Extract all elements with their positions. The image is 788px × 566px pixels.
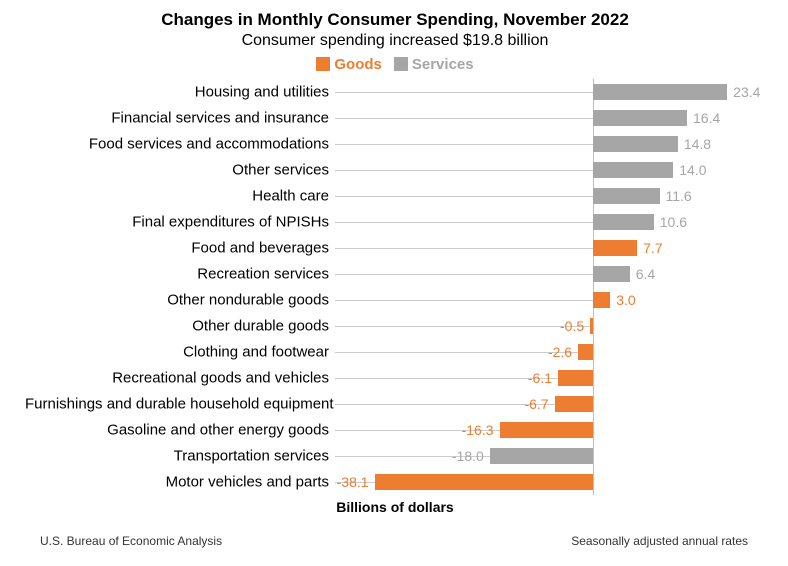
chart-row: Motor vehicles and parts -38.1 — [25, 469, 765, 495]
value-label: 14.0 — [679, 162, 706, 178]
chart-row: Clothing and footwear -2.6 — [25, 339, 765, 365]
chart-plot-area: Housing and utilities 23.4 Financial servi… — [25, 79, 765, 495]
bar — [375, 474, 593, 490]
category-label: Health care — [25, 188, 329, 205]
value-label: -6.7 — [524, 396, 548, 412]
row-guideline — [335, 300, 593, 301]
legend-swatch — [316, 57, 330, 71]
chart-subtitle: Consumer spending increased $19.8 billio… — [25, 32, 765, 50]
chart-row: Recreational goods and vehicles -6.1 — [25, 365, 765, 391]
category-label: Recreational goods and vehicles — [25, 370, 329, 387]
x-axis-label: Billions of dollars — [25, 499, 765, 515]
chart-row: Financial services and insurance 16.4 — [25, 105, 765, 131]
chart-row: Housing and utilities 23.4 — [25, 79, 765, 105]
category-label: Housing and utilities — [25, 84, 329, 101]
footer-note: Seasonally adjusted annual rates — [571, 534, 748, 548]
category-label: Financial services and insurance — [25, 110, 329, 127]
row-guideline — [335, 274, 593, 275]
category-label: Motor vehicles and parts — [25, 474, 329, 491]
row-guideline — [335, 144, 593, 145]
bar — [593, 188, 660, 204]
category-label: Other durable goods — [25, 318, 329, 335]
category-label: Furnishings and durable household equipm… — [25, 396, 329, 413]
row-guideline — [335, 170, 593, 171]
bar — [593, 136, 678, 152]
category-label: Food services and accommodations — [25, 136, 329, 153]
bar — [593, 266, 630, 282]
value-label: 14.8 — [684, 136, 711, 152]
bar — [490, 448, 593, 464]
value-label: 10.6 — [660, 214, 687, 230]
row-guideline — [335, 248, 593, 249]
value-label: 3.0 — [616, 292, 635, 308]
bar — [500, 422, 593, 438]
category-label: Final expenditures of NPISHs — [25, 214, 329, 231]
value-label: 6.4 — [636, 266, 655, 282]
value-label: -16.3 — [462, 422, 494, 438]
legend-label: Goods — [334, 56, 382, 73]
chart-row: Final expenditures of NPISHs 10.6 — [25, 209, 765, 235]
category-label: Transportation services — [25, 448, 329, 465]
bar — [578, 344, 593, 360]
chart-row: Other nondurable goods 3.0 — [25, 287, 765, 313]
row-guideline — [335, 378, 558, 379]
legend-item: Goods — [316, 56, 382, 73]
value-label: -6.1 — [528, 370, 552, 386]
value-label: 7.7 — [643, 240, 662, 256]
bar — [593, 292, 610, 308]
chart-row: Health care 11.6 — [25, 183, 765, 209]
value-label: 16.4 — [693, 110, 720, 126]
row-guideline — [335, 326, 590, 327]
row-guideline — [335, 92, 593, 93]
category-label: Other services — [25, 162, 329, 179]
chart-row: Food and beverages 7.7 — [25, 235, 765, 261]
legend-swatch — [394, 57, 408, 71]
legend-label: Services — [412, 56, 474, 73]
bar — [558, 370, 593, 386]
row-guideline — [335, 196, 593, 197]
row-guideline — [335, 222, 593, 223]
value-label: 11.6 — [666, 188, 692, 204]
chart-row: Other services 14.0 — [25, 157, 765, 183]
chart-row: Transportation services -18.0 — [25, 443, 765, 469]
bar — [555, 396, 593, 412]
bar — [593, 84, 727, 100]
footer-source: U.S. Bureau of Economic Analysis — [40, 534, 222, 548]
row-guideline — [335, 404, 555, 405]
chart-container: Changes in Monthly Consumer Spending, No… — [25, 10, 765, 515]
value-label: -18.0 — [452, 448, 484, 464]
category-label: Gasoline and other energy goods — [25, 422, 329, 439]
category-label: Other nondurable goods — [25, 292, 329, 309]
chart-row: Furnishings and durable household equipm… — [25, 391, 765, 417]
bar — [593, 110, 687, 126]
row-guideline — [335, 352, 578, 353]
bar — [593, 162, 673, 178]
chart-row: Food services and accommodations 14.8 — [25, 131, 765, 157]
chart-row: Gasoline and other energy goods -16.3 — [25, 417, 765, 443]
category-label: Clothing and footwear — [25, 344, 329, 361]
legend-item: Services — [394, 56, 474, 73]
value-label: -0.5 — [560, 318, 584, 334]
bar — [593, 214, 654, 230]
category-label: Food and beverages — [25, 240, 329, 257]
bar — [593, 240, 637, 256]
bar — [590, 318, 593, 334]
chart-row: Other durable goods -0.5 — [25, 313, 765, 339]
value-label: 23.4 — [733, 84, 760, 100]
value-label: -2.6 — [548, 344, 572, 360]
value-label: -38.1 — [337, 474, 369, 490]
row-guideline — [335, 118, 593, 119]
chart-title: Changes in Monthly Consumer Spending, No… — [25, 10, 765, 30]
category-label: Recreation services — [25, 266, 329, 283]
chart-legend: Goods Services — [25, 56, 765, 73]
chart-row: Recreation services 6.4 — [25, 261, 765, 287]
